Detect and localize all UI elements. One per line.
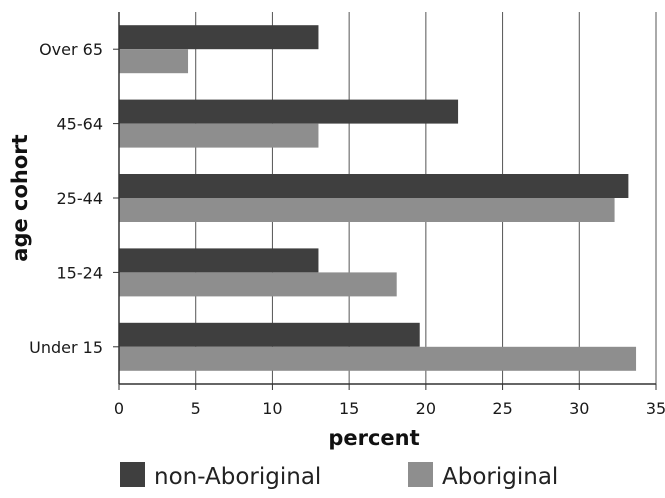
x-tick-label: 30 (569, 399, 589, 418)
bar-aboriginal-15-24 (119, 272, 397, 297)
y-category-label-under-15: Under 15 (29, 338, 103, 357)
x-axis-title: percent (328, 426, 419, 450)
bar-aboriginal-under-15 (119, 346, 637, 371)
x-tick-label: 15 (339, 399, 359, 418)
bar-non-aboriginal-45-64 (119, 99, 459, 124)
legend-swatch-non-aboriginal (120, 462, 145, 487)
bar-aboriginal-45-64 (119, 123, 319, 148)
x-tick-label: 20 (416, 399, 436, 418)
y-category-label-45-64: 45-64 (57, 115, 104, 134)
y-category-label-over-65: Over 65 (39, 40, 103, 59)
bars (119, 25, 637, 371)
x-tick-labels: 0 5 10 15 20 25 30 35 (114, 384, 665, 418)
bar-non-aboriginal-under-15 (119, 322, 420, 347)
y-category-label-25-44: 25-44 (57, 189, 104, 208)
x-tick-label: 25 (492, 399, 512, 418)
y-category-labels: Over 65 45-64 25-44 15-24 Under 15 (29, 40, 119, 357)
bar-non-aboriginal-over-65 (119, 25, 319, 50)
bar-aboriginal-25-44 (119, 198, 615, 222)
x-tick-label: 35 (646, 399, 665, 418)
legend-label-non-aboriginal: non-Aboriginal (154, 464, 321, 490)
y-axis-title: age cohort (8, 134, 32, 261)
x-tick-label: 5 (191, 399, 201, 418)
x-tick-label: 0 (114, 399, 124, 418)
bar-non-aboriginal-25-44 (119, 174, 629, 198)
legend: non-Aboriginal Aboriginal (120, 462, 558, 490)
bar-aboriginal-over-65 (119, 49, 189, 74)
x-tick-label: 10 (262, 399, 282, 418)
legend-label-aboriginal: Aboriginal (442, 464, 558, 490)
y-category-label-15-24: 15-24 (57, 263, 104, 282)
legend-swatch-aboriginal (408, 462, 433, 487)
bar-non-aboriginal-15-24 (119, 248, 319, 273)
